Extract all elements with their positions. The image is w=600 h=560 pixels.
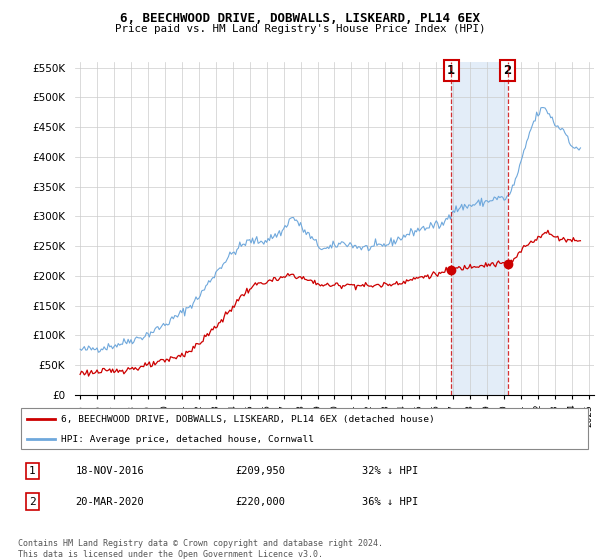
Text: 36% ↓ HPI: 36% ↓ HPI bbox=[362, 497, 418, 507]
Bar bbox=[451, 62, 508, 395]
Text: Price paid vs. HM Land Registry's House Price Index (HPI): Price paid vs. HM Land Registry's House … bbox=[115, 24, 485, 34]
Text: 2: 2 bbox=[503, 64, 512, 77]
Text: £209,950: £209,950 bbox=[236, 466, 286, 476]
Text: 1: 1 bbox=[447, 64, 455, 77]
Text: 6, BEECHWOOD DRIVE, DOBWALLS, LISKEARD, PL14 6EX: 6, BEECHWOOD DRIVE, DOBWALLS, LISKEARD, … bbox=[120, 12, 480, 25]
Text: Contains HM Land Registry data © Crown copyright and database right 2024.
This d: Contains HM Land Registry data © Crown c… bbox=[18, 539, 383, 559]
Text: 1: 1 bbox=[29, 466, 36, 476]
Text: HPI: Average price, detached house, Cornwall: HPI: Average price, detached house, Corn… bbox=[61, 435, 314, 444]
Text: 18-NOV-2016: 18-NOV-2016 bbox=[76, 466, 144, 476]
Text: 20-MAR-2020: 20-MAR-2020 bbox=[76, 497, 144, 507]
Text: 32% ↓ HPI: 32% ↓ HPI bbox=[362, 466, 418, 476]
Text: £220,000: £220,000 bbox=[236, 497, 286, 507]
Text: 2: 2 bbox=[29, 497, 36, 507]
FancyBboxPatch shape bbox=[21, 408, 588, 450]
Text: 6, BEECHWOOD DRIVE, DOBWALLS, LISKEARD, PL14 6EX (detached house): 6, BEECHWOOD DRIVE, DOBWALLS, LISKEARD, … bbox=[61, 415, 435, 424]
